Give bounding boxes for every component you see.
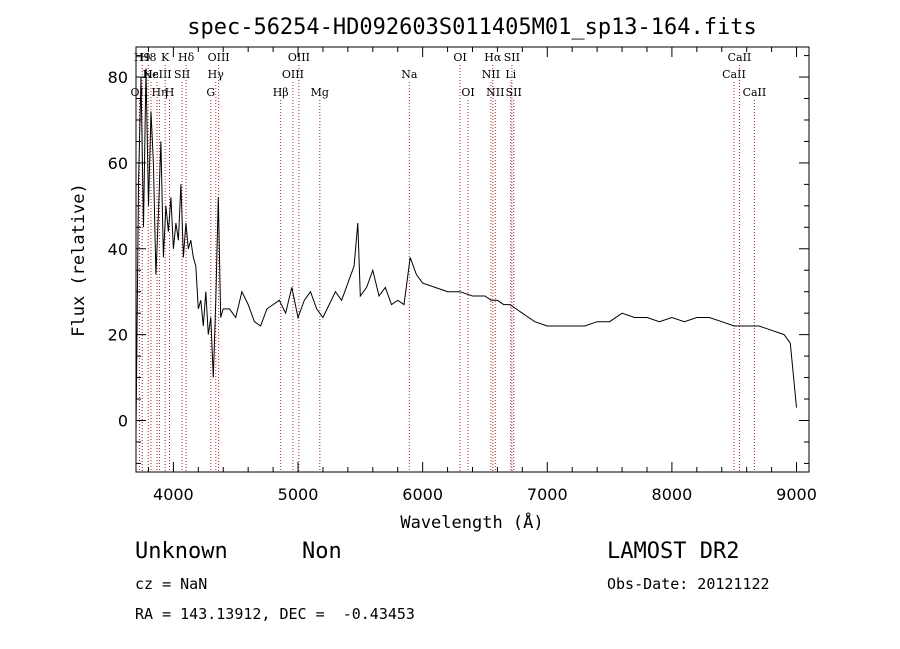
spectrum-line — [135, 68, 797, 434]
marker-label-22: NII — [486, 86, 504, 99]
survey-name: LAMOST DR2 — [607, 539, 740, 564]
marker-label-26: CaII — [722, 68, 746, 81]
marker-label-13: Hβ — [273, 86, 289, 99]
x-tick-label-2: 6000 — [402, 485, 443, 504]
redshift-cz: cz = NaN — [135, 575, 208, 593]
marker-label-19: OI — [461, 86, 474, 99]
x-tick-label-3: 7000 — [527, 485, 568, 504]
marker-label-12: OIII — [208, 51, 230, 64]
marker-label-14: OIII — [282, 68, 304, 81]
x-tick-label-5: 9000 — [776, 485, 817, 504]
x-axis-label: Wavelength (Å) — [400, 511, 543, 533]
coordinates: RA = 143.13912, DEC = -0.43453 — [135, 605, 415, 623]
marker-label-1: H9 — [134, 51, 151, 64]
plot-frame — [135, 46, 810, 473]
marker-label-4: NeIII — [142, 68, 171, 81]
marker-label-3: Hε — [143, 68, 159, 81]
y-tick-label-4: 80 — [108, 68, 128, 87]
x-tick-label-0: 4000 — [153, 485, 194, 504]
observation-date: Obs-Date: 20121122 — [607, 575, 770, 593]
marker-label-0: OII — [131, 86, 149, 99]
marker-label-24: SII — [504, 51, 520, 64]
y-axis-label: Flux (relative) — [69, 183, 89, 337]
object-subclass: Non — [302, 539, 342, 564]
marker-label-10: G — [206, 86, 215, 99]
marker-label-11: Hγ — [208, 68, 225, 81]
x-tick-label-1: 5000 — [278, 485, 319, 504]
marker-label-8: SII — [174, 68, 190, 81]
object-class: Unknown — [135, 539, 228, 564]
x-tick-label-4: 8000 — [652, 485, 693, 504]
marker-label-6: K — [161, 51, 170, 64]
marker-label-16: Mg — [311, 86, 329, 99]
axes: 4000 5000 6000 7000 8000 9000 0 20 40 60 80 — [108, 47, 817, 504]
y-tick-label-3: 60 — [108, 154, 128, 173]
marker-label-9: Hδ — [178, 51, 195, 64]
marker-label-25: SII — [506, 86, 522, 99]
marker-label-15: OIII — [288, 51, 310, 64]
y-tick-label-1: 20 — [108, 326, 128, 345]
marker-label-17: Na — [401, 68, 418, 81]
y-tick-label-0: 0 — [118, 411, 128, 430]
marker-label-7: H — [165, 86, 175, 99]
marker-label-2: H8 — [140, 51, 157, 64]
marker-label-18: OI — [453, 51, 466, 64]
marker-label-21: Hα — [484, 51, 502, 64]
marker-label-28: CaII — [743, 86, 767, 99]
marker-label-20: NII — [482, 68, 500, 81]
chart-title: spec-56254-HD092603S011405M01_sp13-164.f… — [187, 15, 757, 40]
y-tick-label-2: 40 — [108, 240, 128, 259]
marker-label-23: Li — [505, 68, 516, 81]
marker-label-5: Hη — [151, 86, 167, 99]
marker-label-27: CaII — [728, 51, 752, 64]
